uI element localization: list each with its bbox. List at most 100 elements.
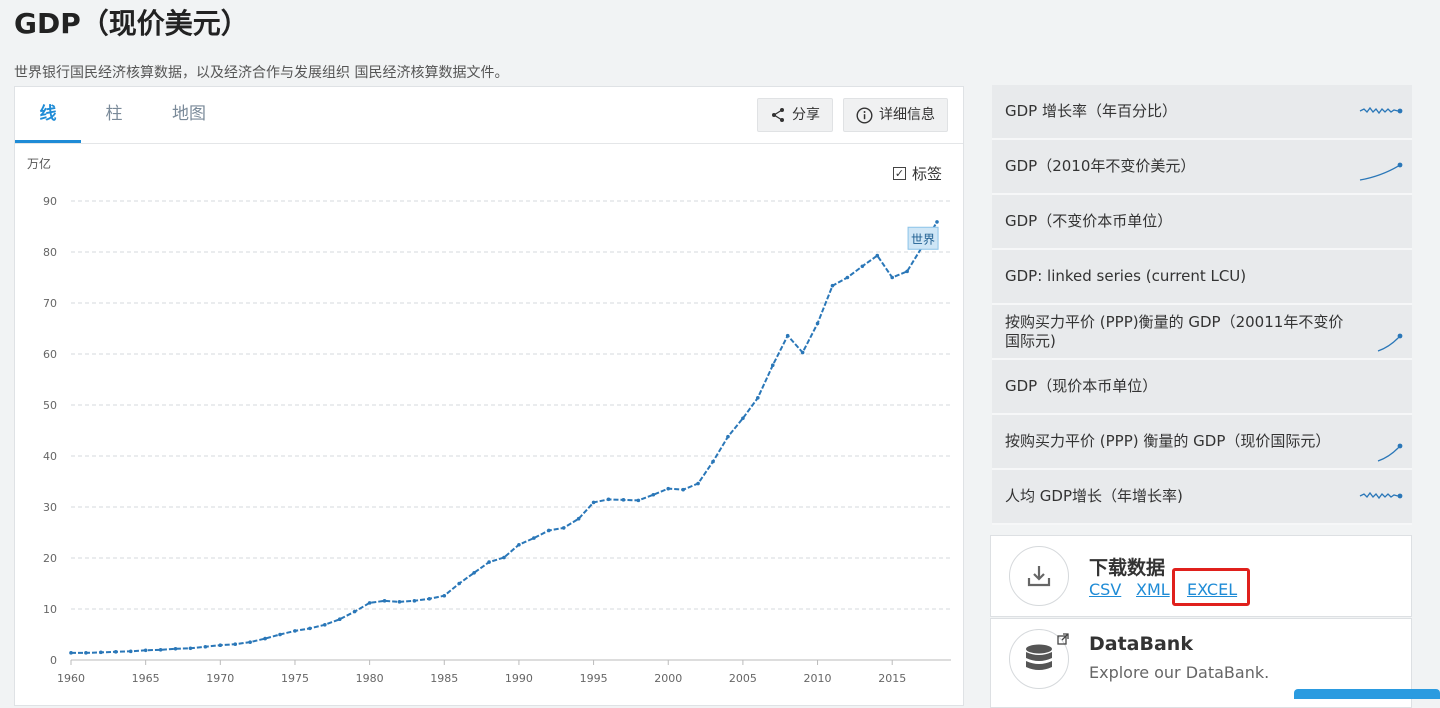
sparkline-icon (1377, 333, 1403, 352)
data-point (890, 275, 895, 280)
sparkline-icon (1359, 491, 1403, 500)
y-tick-label: 50 (43, 399, 57, 412)
details-label: 详细信息 (879, 107, 935, 123)
series-line (71, 221, 938, 654)
y-tick-label: 60 (43, 348, 57, 361)
data-point (382, 599, 387, 603)
y-tick-label: 90 (43, 195, 57, 208)
related-indicator-label: GDP（不变价本币单位） (1005, 212, 1173, 230)
y-axis-unit: 万亿 (27, 157, 52, 171)
related-indicator-item[interactable]: GDP（2010年不变价美元） (992, 140, 1412, 195)
share-button[interactable]: 分享 (757, 98, 833, 132)
x-tick-label: 1965 (132, 672, 160, 685)
excel-highlight-box (1172, 568, 1250, 606)
data-point (173, 646, 178, 651)
data-point (323, 623, 327, 627)
data-point (143, 648, 148, 653)
chart-panel: 线 柱 地图 分享 详细信息 万亿 ✓ 标签 0 10 20 30 40 50 60 70 80… (14, 86, 964, 706)
related-indicator-label: 人均 GDP增长（年增长率) (1005, 487, 1183, 505)
data-point (487, 560, 491, 564)
related-indicator-label: 按购买力平价 (PPP) 衡量的 GDP（现价国际元） (1005, 432, 1331, 450)
databank-icon-circle (1009, 629, 1069, 689)
related-indicator-item[interactable]: GDP（不变价本币单位） (992, 195, 1412, 250)
related-indicator-item[interactable]: 按购买力平价 (PPP)衡量的 GDP（20011年不变价国际元) (992, 305, 1412, 360)
data-point (800, 350, 805, 355)
data-point (576, 516, 581, 521)
x-tick-label: 1980 (356, 672, 384, 685)
related-indicator-item[interactable]: 按购买力平价 (PPP) 衡量的 GDP（现价国际元） (992, 415, 1412, 470)
data-point (99, 650, 103, 655)
x-tick-label: 1975 (281, 672, 309, 685)
databank-subtitle: Explore our DataBank. (1089, 663, 1270, 682)
data-point (203, 644, 208, 649)
data-point (457, 581, 462, 586)
data-point (532, 536, 536, 540)
x-tick-label: 1960 (57, 672, 85, 685)
data-point (472, 570, 476, 575)
x-tick-label: 1985 (430, 672, 458, 685)
sparkline-icon (1359, 162, 1403, 181)
data-point (815, 321, 820, 326)
related-indicator-label: GDP: linked series (current LCU) (1005, 267, 1247, 285)
share-label: 分享 (792, 107, 820, 123)
data-point (367, 601, 372, 605)
data-point (278, 632, 282, 637)
data-point (741, 416, 745, 421)
details-button[interactable]: 详细信息 (843, 98, 948, 132)
related-indicator-item[interactable]: GDP 增长率（年百分比） (992, 85, 1412, 140)
series-label: 世界 (911, 232, 935, 246)
database-icon (1026, 644, 1052, 670)
chart-tabs: 线 柱 地图 (15, 87, 963, 144)
data-point (337, 617, 342, 621)
data-point (711, 459, 715, 464)
labels-toggle-label: 标签 (912, 165, 943, 183)
data-point (113, 650, 118, 654)
data-point (606, 497, 611, 502)
related-indicators: GDP 增长率（年百分比） GDP（2010年不变价美元） GDP（不变价本币单位）… (992, 85, 1412, 525)
related-indicator-item[interactable]: 人均 GDP增长（年增长率) (992, 470, 1412, 525)
data-point (69, 651, 73, 655)
tab-map[interactable]: 地图 (172, 104, 206, 124)
checkbox-icon[interactable]: ✓ (893, 166, 906, 180)
data-point (188, 646, 193, 651)
y-tick-label: 70 (43, 297, 57, 310)
data-point (860, 264, 865, 269)
databank-title[interactable]: DataBank (1089, 633, 1193, 655)
data-point (517, 542, 521, 547)
related-indicator-label: 按购买力平价 (PPP)衡量的 GDP（20011年不变价国际元) (1005, 312, 1344, 350)
data-point (293, 629, 297, 633)
data-point (785, 333, 790, 338)
data-point (233, 642, 238, 646)
excel-link[interactable]: EXCEL (1187, 580, 1238, 599)
bottom-scroll-bar[interactable] (1294, 689, 1440, 699)
external-link-icon (1057, 633, 1069, 645)
data-point (442, 593, 447, 598)
related-indicator-label: GDP（2010年不变价美元） (1005, 157, 1196, 175)
xml-link[interactable]: XML (1136, 580, 1170, 599)
x-tick-label: 1970 (206, 672, 234, 685)
download-icon-circle[interactable] (1009, 546, 1069, 606)
y-tick-label: 80 (43, 246, 57, 259)
x-tick-label: 1995 (580, 672, 608, 685)
data-point (905, 269, 909, 274)
y-tick-label: 40 (43, 450, 57, 463)
data-point (681, 487, 685, 492)
csv-link[interactable]: CSV (1089, 580, 1122, 599)
data-point (248, 640, 252, 644)
y-tick-label: 10 (43, 603, 57, 616)
labels-toggle[interactable]: ✓ 标签 (893, 163, 942, 184)
x-tick-label: 2015 (878, 672, 906, 685)
info-icon (856, 106, 873, 124)
related-indicator-item[interactable]: GDP（现价本币单位） (992, 360, 1412, 415)
data-point (308, 626, 312, 631)
download-icon (1027, 566, 1051, 587)
tab-bar[interactable]: 柱 (105, 104, 123, 124)
data-point (770, 363, 775, 368)
related-indicator-item[interactable]: GDP: linked series (current LCU) (992, 250, 1412, 305)
x-tick-label: 1990 (505, 672, 533, 685)
data-point (830, 283, 835, 288)
tab-line[interactable]: 线 (15, 87, 81, 143)
series-label-box (907, 226, 939, 250)
data-point (263, 636, 267, 641)
data-point (412, 599, 417, 603)
